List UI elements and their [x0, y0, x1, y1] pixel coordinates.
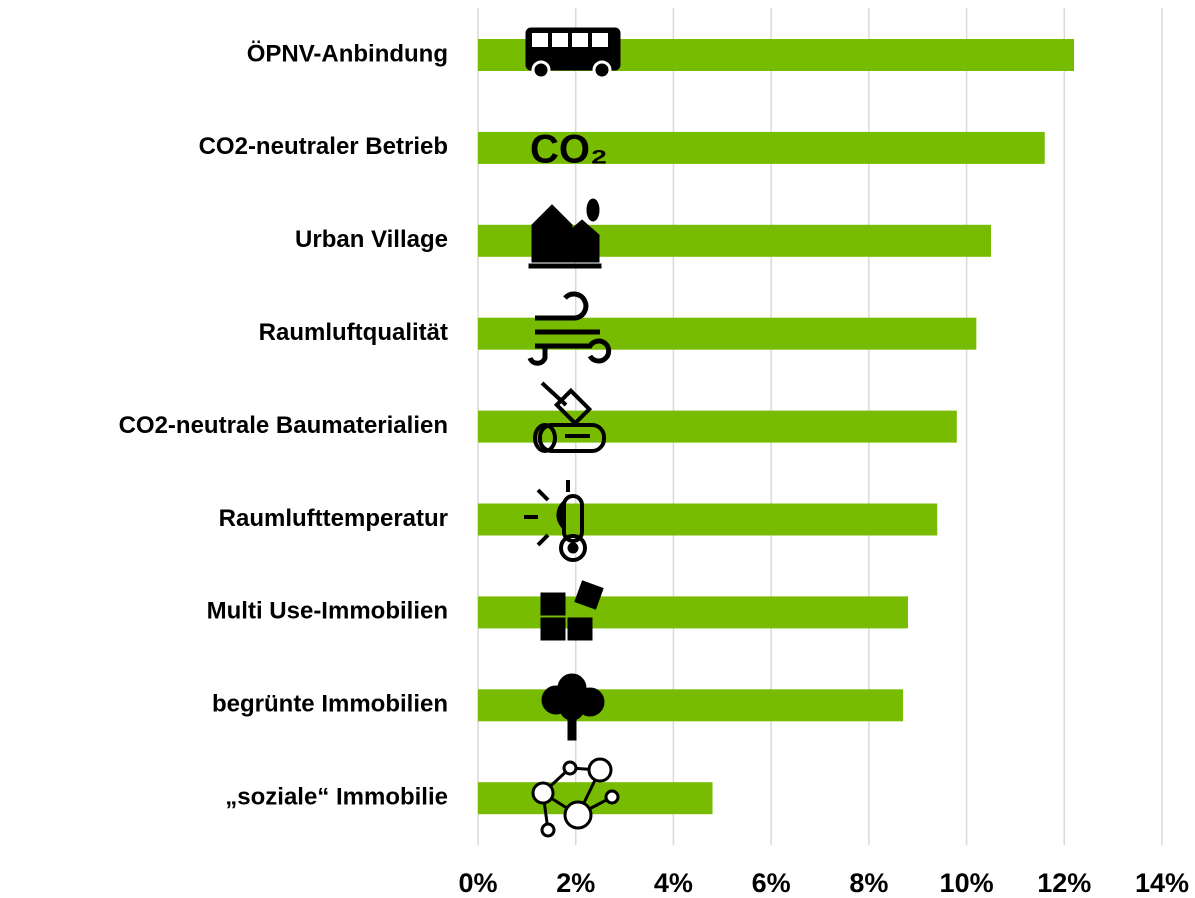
icons: CO₂ — [524, 27, 621, 838]
y-tick-label: CO2-neutraler Betrieb — [199, 133, 448, 160]
wind-icon — [527, 291, 612, 366]
co2-icon: CO₂ — [530, 128, 608, 172]
bar — [478, 689, 904, 722]
x-tick-label: 4% — [654, 868, 693, 898]
x-tick-label: 6% — [752, 868, 791, 898]
x-tick-label: 0% — [458, 868, 497, 898]
x-tick-label: 8% — [849, 868, 888, 898]
y-tick-label: „soziale“ Immobilie — [225, 784, 448, 811]
bar — [478, 782, 713, 815]
network-icon — [531, 757, 620, 838]
wood-icon — [533, 381, 606, 453]
bar — [478, 503, 938, 536]
x-tick-label: 14% — [1135, 868, 1189, 898]
x-tick-label: 10% — [940, 868, 994, 898]
bar — [478, 131, 1045, 164]
y-tick-label: Raumluftqualität — [259, 319, 448, 346]
bus-icon — [525, 27, 621, 80]
y-tick-label: CO2-neutrale Baumaterialien — [119, 412, 448, 439]
y-tick-label: Multi Use-Immobilien — [207, 598, 448, 625]
x-tick-label: 12% — [1037, 868, 1091, 898]
y-tick-label: ÖPNV-Anbindung — [247, 40, 448, 67]
x-tick-label: 2% — [556, 868, 595, 898]
puzzle-icon — [540, 580, 604, 641]
village-icon — [528, 198, 602, 269]
thermometer-icon — [524, 480, 587, 562]
y-tick-label: Raumlufttemperatur — [219, 505, 448, 532]
tree-icon — [541, 673, 605, 741]
y-tick-label: begrünte Immobilien — [212, 691, 448, 718]
y-tick-label: Urban Village — [295, 226, 448, 253]
